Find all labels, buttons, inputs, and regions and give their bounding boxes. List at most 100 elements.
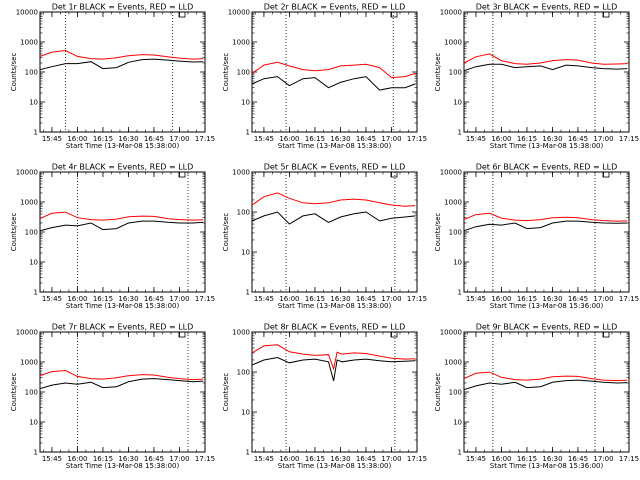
x-tick-label: 17:00: [593, 295, 613, 303]
y-axis-label: Counts/sec: [10, 53, 18, 92]
x-tick-label: 16:45: [356, 295, 376, 303]
x-tick-label: 15:45: [254, 295, 274, 303]
x-tick-label: 16:15: [93, 455, 113, 463]
chart-title: Det 8r BLACK = Events, RED = LLD: [264, 323, 406, 332]
series-events-line: [464, 379, 628, 391]
chart-title: Det 1r BLACK = Events, RED = LLD: [52, 3, 194, 12]
corner-marker: [602, 11, 610, 18]
y-tick-label: 1: [246, 289, 250, 297]
y-tick-label: 10000: [440, 329, 462, 337]
y-axis-label: Counts/sec: [222, 373, 230, 412]
x-tick-label: 16:15: [517, 135, 537, 143]
x-tick-label: 17:00: [169, 135, 189, 143]
x-tick-label: 16:30: [330, 455, 350, 463]
x-tick-label: 16:00: [279, 295, 299, 303]
y-axis-label: Counts/sec: [10, 373, 18, 412]
x-axis-label: Start Time (13-Mar-08 15:38:00): [66, 462, 180, 470]
x-axis-label: Start Time (13-Mar-08 15:38:00): [278, 462, 392, 470]
x-tick-label: 17:00: [381, 295, 401, 303]
corner-marker: [178, 11, 186, 18]
y-tick-label: 100: [25, 69, 38, 77]
y-tick-label: 1000: [20, 359, 38, 367]
y-tick-label: 10000: [16, 329, 38, 337]
x-tick-label: 17:15: [195, 455, 215, 463]
x-tick-label: 15:45: [42, 455, 62, 463]
chart-title: Det 9r BLACK = Events, RED = LLD: [476, 323, 618, 332]
plot-frame: [39, 11, 206, 133]
x-tick-label: 16:45: [144, 455, 164, 463]
series-lld-line: [464, 212, 628, 222]
y-tick-label: 1: [34, 289, 38, 297]
x-tick-label: 16:15: [305, 135, 325, 143]
x-tick-label: 16:30: [542, 135, 562, 143]
x-tick-label: 16:00: [491, 455, 511, 463]
chart-panel-3: Det 3r BLACK = Events, RED = LLD 1 10 100 10…: [434, 3, 639, 151]
y-tick-label: 1000: [20, 39, 38, 47]
x-tick-label: 16:30: [330, 135, 350, 143]
series-events-line: [464, 63, 628, 72]
y-tick-label: 1: [458, 449, 462, 457]
y-tick-label: 1000: [232, 39, 250, 47]
chart-title: Det 6r BLACK = Events, RED = LLD: [476, 163, 618, 172]
x-tick-label: 16:00: [279, 455, 299, 463]
x-tick-label: 16:45: [568, 455, 588, 463]
y-tick-label: 100: [237, 209, 250, 217]
plot-frame: [463, 11, 630, 133]
y-tick-label: 1: [458, 289, 462, 297]
x-axis-label: Start Time (13-Mar-08 15:38:00): [278, 142, 392, 150]
y-axis-label: Counts/sec: [10, 213, 18, 252]
y-tick-label: 1000: [444, 359, 462, 367]
y-tick-label: 10: [29, 259, 38, 267]
plot-frame: [251, 331, 418, 453]
y-tick-label: 100: [25, 389, 38, 397]
corner-marker: [178, 171, 186, 178]
x-tick-label: 17:15: [407, 455, 427, 463]
x-tick-label: 16:15: [517, 295, 537, 303]
corner-marker: [390, 171, 398, 178]
y-tick-label: 100: [449, 229, 462, 237]
y-tick-label: 1000: [20, 199, 38, 207]
plot-frame: [251, 11, 418, 133]
chart-title: Det 3r BLACK = Events, RED = LLD: [476, 3, 618, 12]
x-tick-label: 17:00: [381, 455, 401, 463]
plot-frame: [463, 171, 630, 293]
x-tick-label: 17:15: [195, 295, 215, 303]
y-axis-label: Counts/sec: [222, 53, 230, 92]
corner-marker: [178, 331, 186, 338]
series-lld-line: [464, 53, 628, 65]
x-axis-label: Start Time (13-Mar-08 15:38:00): [66, 302, 180, 310]
y-tick-label: 10: [453, 99, 462, 107]
x-tick-label: 16:00: [67, 455, 87, 463]
x-tick-label: 16:00: [67, 295, 87, 303]
chart-title: Det 2r BLACK = Events, RED = LLD: [264, 3, 406, 12]
chart-panel-1: Det 1r BLACK = Events, RED = LLD 1 10 100 10…: [10, 3, 215, 151]
corner-marker: [390, 331, 398, 338]
x-tick-label: 16:30: [542, 295, 562, 303]
series-events-line: [252, 356, 416, 382]
x-tick-label: 15:45: [42, 295, 62, 303]
y-tick-label: 100: [449, 389, 462, 397]
chart-panel-6: Det 6r BLACK = Events, RED = LLD 1 10 100 10…: [434, 163, 639, 311]
x-tick-label: 16:45: [568, 135, 588, 143]
x-tick-label: 16:15: [93, 135, 113, 143]
x-axis-label: Start Time (13-Mar-08 15:38:00): [278, 302, 392, 310]
x-tick-label: 16:45: [568, 295, 588, 303]
x-tick-label: 17:15: [619, 295, 639, 303]
y-tick-label: 10: [29, 419, 38, 427]
corner-marker: [602, 171, 610, 178]
x-tick-label: 16:30: [542, 455, 562, 463]
x-tick-label: 16:30: [118, 135, 138, 143]
x-tick-label: 16:00: [67, 135, 87, 143]
x-tick-label: 15:45: [42, 135, 62, 143]
y-tick-label: 10: [29, 99, 38, 107]
x-tick-label: 16:15: [305, 295, 325, 303]
x-axis-label: Start Time (13-Mar-08 15:36:00): [490, 302, 604, 310]
x-tick-label: 16:15: [93, 295, 113, 303]
x-tick-label: 17:00: [593, 135, 613, 143]
y-tick-label: 100: [237, 69, 250, 77]
plot-frame: [39, 331, 206, 453]
y-tick-label: 10: [241, 249, 250, 257]
y-axis-label: Counts/sec: [434, 213, 442, 252]
y-tick-label: 1: [34, 449, 38, 457]
corner-marker: [602, 331, 610, 338]
